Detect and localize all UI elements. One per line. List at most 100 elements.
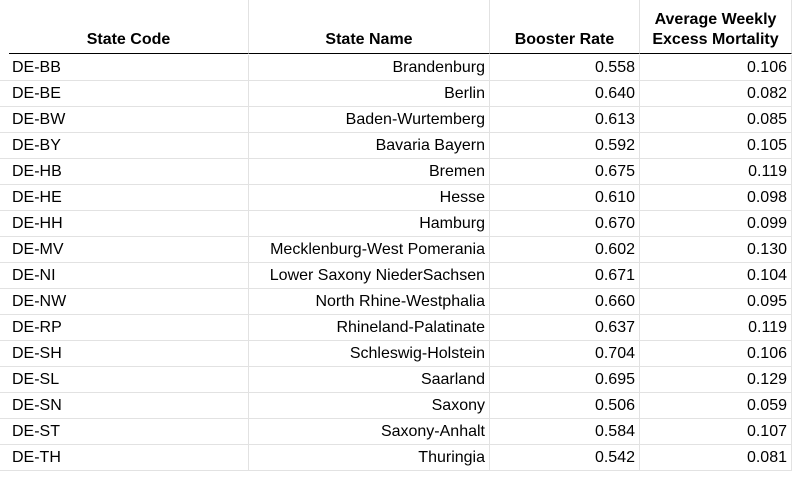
cell-booster-rate[interactable]: 0.695 bbox=[490, 367, 640, 393]
cell-excess-mortality[interactable]: 0.095 bbox=[640, 289, 792, 315]
cell-booster-rate[interactable]: 0.558 bbox=[490, 55, 640, 81]
cell-excess-mortality[interactable]: 0.119 bbox=[640, 159, 792, 185]
row-gutter bbox=[0, 445, 9, 471]
header-state-code[interactable]: State Code bbox=[9, 0, 249, 54]
cell-excess-mortality[interactable]: 0.098 bbox=[640, 185, 792, 211]
cell-state-code[interactable]: DE-RP bbox=[9, 315, 249, 341]
cell-booster-rate[interactable]: 0.670 bbox=[490, 211, 640, 237]
cell-state-code[interactable]: DE-ST bbox=[9, 419, 249, 445]
cell-state-code[interactable]: DE-HB bbox=[9, 159, 249, 185]
cell-state-code[interactable]: DE-BW bbox=[9, 107, 249, 133]
header-excess-mortality[interactable]: Average Weekly Excess Mortality bbox=[640, 0, 792, 54]
cell-excess-mortality[interactable]: 0.081 bbox=[640, 445, 792, 471]
cell-state-name[interactable]: Saxony-Anhalt bbox=[249, 419, 490, 445]
table-row: DE-BE Berlin 0.640 0.082 bbox=[0, 81, 792, 107]
cell-state-name[interactable]: Rhineland-Palatinate bbox=[249, 315, 490, 341]
cell-state-name[interactable]: Hesse bbox=[249, 185, 490, 211]
table-row: DE-SN Saxony 0.506 0.059 bbox=[0, 393, 792, 419]
table-row: DE-HH Hamburg 0.670 0.099 bbox=[0, 211, 792, 237]
cell-state-name[interactable]: Thuringia bbox=[249, 445, 490, 471]
table-row: DE-BW Baden-Wurtemberg 0.613 0.085 bbox=[0, 107, 792, 133]
cell-state-code[interactable]: DE-HE bbox=[9, 185, 249, 211]
cell-state-code[interactable]: DE-HH bbox=[9, 211, 249, 237]
cell-excess-mortality[interactable]: 0.119 bbox=[640, 315, 792, 341]
cell-state-name[interactable]: Mecklenburg-West Pomerania bbox=[249, 237, 490, 263]
row-gutter bbox=[0, 341, 9, 367]
cell-excess-mortality[interactable]: 0.085 bbox=[640, 107, 792, 133]
cell-state-name[interactable]: Bremen bbox=[249, 159, 490, 185]
table-row: DE-TH Thuringia 0.542 0.081 bbox=[0, 445, 792, 471]
cell-excess-mortality[interactable]: 0.104 bbox=[640, 263, 792, 289]
table-row: DE-ST Saxony-Anhalt 0.584 0.107 bbox=[0, 419, 792, 445]
table-row: DE-HE Hesse 0.610 0.098 bbox=[0, 185, 792, 211]
cell-booster-rate[interactable]: 0.613 bbox=[490, 107, 640, 133]
cell-state-code[interactable]: DE-TH bbox=[9, 445, 249, 471]
cell-excess-mortality[interactable]: 0.106 bbox=[640, 55, 792, 81]
row-gutter bbox=[0, 289, 9, 315]
cell-excess-mortality[interactable]: 0.082 bbox=[640, 81, 792, 107]
cell-excess-mortality[interactable]: 0.105 bbox=[640, 133, 792, 159]
row-gutter bbox=[0, 0, 9, 54]
cell-booster-rate[interactable]: 0.704 bbox=[490, 341, 640, 367]
row-gutter bbox=[0, 133, 9, 159]
cell-state-code[interactable]: DE-SL bbox=[9, 367, 249, 393]
cell-state-name[interactable]: Brandenburg bbox=[249, 55, 490, 81]
cell-state-code[interactable]: DE-SN bbox=[9, 393, 249, 419]
table-row: DE-RP Rhineland-Palatinate 0.637 0.119 bbox=[0, 315, 792, 341]
row-gutter bbox=[0, 55, 9, 81]
table-row: DE-BY Bavaria Bayern 0.592 0.105 bbox=[0, 133, 792, 159]
header-booster-rate[interactable]: Booster Rate bbox=[490, 0, 640, 54]
header-row: State Code State Name Booster Rate Avera… bbox=[0, 0, 792, 54]
row-gutter bbox=[0, 107, 9, 133]
cell-booster-rate[interactable]: 0.640 bbox=[490, 81, 640, 107]
cell-booster-rate[interactable]: 0.637 bbox=[490, 315, 640, 341]
cell-booster-rate[interactable]: 0.602 bbox=[490, 237, 640, 263]
table-row: DE-HB Bremen 0.675 0.119 bbox=[0, 159, 792, 185]
row-gutter bbox=[0, 315, 9, 341]
cell-state-name[interactable]: Berlin bbox=[249, 81, 490, 107]
cell-booster-rate[interactable]: 0.506 bbox=[490, 393, 640, 419]
header-state-name[interactable]: State Name bbox=[249, 0, 490, 54]
cell-state-code[interactable]: DE-MV bbox=[9, 237, 249, 263]
row-gutter bbox=[0, 419, 9, 445]
table-row: DE-NI Lower Saxony NiederSachsen 0.671 0.10… bbox=[0, 263, 792, 289]
row-gutter bbox=[0, 81, 9, 107]
row-gutter bbox=[0, 185, 9, 211]
row-gutter bbox=[0, 237, 9, 263]
cell-excess-mortality[interactable]: 0.106 bbox=[640, 341, 792, 367]
cell-state-code[interactable]: DE-NW bbox=[9, 289, 249, 315]
cell-excess-mortality[interactable]: 0.107 bbox=[640, 419, 792, 445]
cell-state-name[interactable]: Bavaria Bayern bbox=[249, 133, 490, 159]
cell-state-code[interactable]: DE-BE bbox=[9, 81, 249, 107]
cell-booster-rate[interactable]: 0.584 bbox=[490, 419, 640, 445]
cell-state-code[interactable]: DE-NI bbox=[9, 263, 249, 289]
cell-state-name[interactable]: Schleswig-Holstein bbox=[249, 341, 490, 367]
cell-booster-rate[interactable]: 0.610 bbox=[490, 185, 640, 211]
cell-state-name[interactable]: Saxony bbox=[249, 393, 490, 419]
cell-excess-mortality[interactable]: 0.129 bbox=[640, 367, 792, 393]
cell-state-name[interactable]: Lower Saxony NiederSachsen bbox=[249, 263, 490, 289]
cell-state-name[interactable]: Saarland bbox=[249, 367, 490, 393]
row-gutter bbox=[0, 263, 9, 289]
cell-booster-rate[interactable]: 0.675 bbox=[490, 159, 640, 185]
cell-booster-rate[interactable]: 0.592 bbox=[490, 133, 640, 159]
cell-state-name[interactable]: Baden-Wurtemberg bbox=[249, 107, 490, 133]
cell-state-code[interactable]: DE-SH bbox=[9, 341, 249, 367]
cell-booster-rate[interactable]: 0.542 bbox=[490, 445, 640, 471]
table-row: DE-NW North Rhine-Westphalia 0.660 0.095 bbox=[0, 289, 792, 315]
cell-excess-mortality[interactable]: 0.059 bbox=[640, 393, 792, 419]
cell-state-code[interactable]: DE-BB bbox=[9, 55, 249, 81]
row-gutter bbox=[0, 367, 9, 393]
table-row: DE-MV Mecklenburg-West Pomerania 0.602 0.13… bbox=[0, 237, 792, 263]
cell-state-code[interactable]: DE-BY bbox=[9, 133, 249, 159]
cell-excess-mortality[interactable]: 0.130 bbox=[640, 237, 792, 263]
cell-state-name[interactable]: Hamburg bbox=[249, 211, 490, 237]
cell-booster-rate[interactable]: 0.671 bbox=[490, 263, 640, 289]
cell-excess-mortality[interactable]: 0.099 bbox=[640, 211, 792, 237]
cell-state-name[interactable]: North Rhine-Westphalia bbox=[249, 289, 490, 315]
table-row: DE-SL Saarland 0.695 0.129 bbox=[0, 367, 792, 393]
cell-booster-rate[interactable]: 0.660 bbox=[490, 289, 640, 315]
table-row: DE-SH Schleswig-Holstein 0.704 0.106 bbox=[0, 341, 792, 367]
row-gutter bbox=[0, 211, 9, 237]
